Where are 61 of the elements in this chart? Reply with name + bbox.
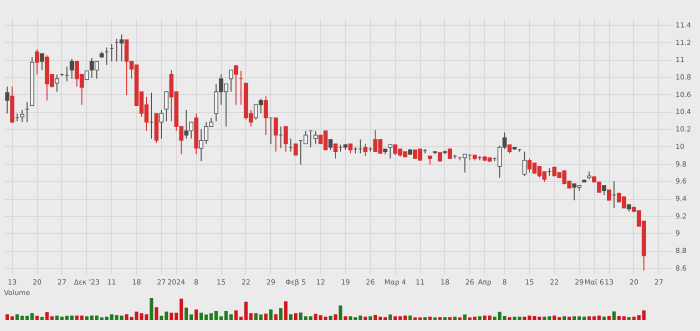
bar bbox=[448, 317, 452, 320]
candlestick bbox=[522, 151, 527, 176]
bar bbox=[364, 316, 368, 320]
bar bbox=[478, 316, 482, 320]
bar bbox=[35, 316, 39, 320]
bar bbox=[154, 307, 158, 320]
bar bbox=[344, 316, 348, 320]
bar bbox=[568, 316, 572, 320]
bar bbox=[279, 308, 283, 320]
bar bbox=[602, 316, 606, 320]
candlestick bbox=[34, 48, 40, 75]
bar bbox=[607, 316, 611, 320]
bar bbox=[328, 316, 332, 320]
bar bbox=[289, 314, 292, 320]
bar bbox=[612, 311, 616, 320]
bar bbox=[562, 316, 566, 320]
bar bbox=[463, 314, 467, 320]
candlestick bbox=[328, 138, 333, 150]
bar bbox=[264, 314, 268, 320]
bar bbox=[284, 301, 288, 320]
candlestick bbox=[388, 144, 392, 160]
bar bbox=[453, 316, 457, 320]
bar bbox=[627, 317, 631, 320]
candlestick bbox=[70, 58, 74, 80]
candlestick bbox=[294, 143, 298, 156]
candlestick bbox=[314, 130, 318, 144]
candlestick bbox=[606, 189, 612, 201]
bar bbox=[368, 316, 372, 320]
candlestick bbox=[228, 70, 234, 92]
bar bbox=[438, 317, 442, 320]
candlestick bbox=[284, 126, 288, 152]
candlestick bbox=[54, 74, 60, 92]
bar bbox=[294, 313, 298, 320]
bar bbox=[338, 305, 342, 320]
bar bbox=[388, 314, 392, 320]
bar bbox=[508, 317, 512, 320]
candlestick bbox=[274, 117, 278, 152]
bar bbox=[443, 317, 447, 320]
bar bbox=[274, 314, 278, 320]
candlestick bbox=[234, 64, 238, 106]
candlestick bbox=[333, 143, 338, 160]
bar bbox=[269, 309, 273, 320]
candlestick bbox=[159, 109, 164, 140]
bar bbox=[423, 317, 427, 320]
bar bbox=[408, 316, 412, 320]
bar bbox=[40, 316, 44, 320]
bar bbox=[428, 316, 432, 320]
candlestick bbox=[348, 143, 353, 154]
bar bbox=[334, 314, 338, 320]
candlestick bbox=[462, 154, 467, 173]
candlestick bbox=[5, 86, 10, 114]
bar bbox=[150, 298, 154, 320]
candlestick bbox=[20, 109, 24, 123]
candlestick bbox=[363, 143, 368, 156]
candlestick bbox=[164, 91, 168, 122]
candlestick bbox=[602, 184, 606, 196]
candlestick bbox=[264, 96, 268, 136]
candlestick bbox=[40, 53, 44, 71]
candlestick bbox=[448, 148, 452, 160]
bar bbox=[458, 317, 462, 320]
bar bbox=[194, 309, 198, 320]
